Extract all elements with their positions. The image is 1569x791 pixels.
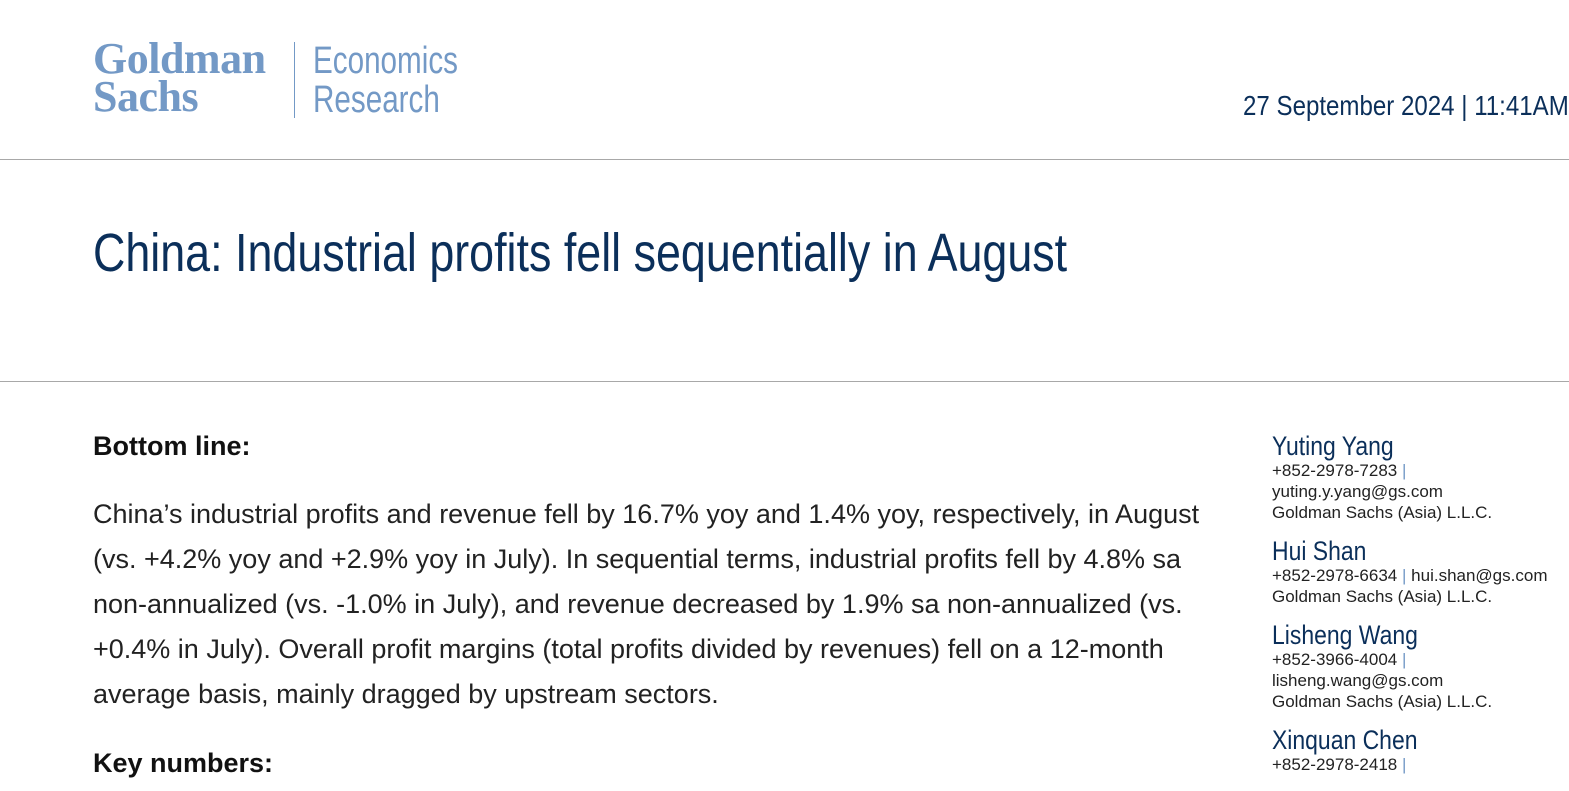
division-line-1: Economics (313, 40, 458, 82)
author-phone: +852-3966-4004 (1272, 650, 1398, 669)
logo-line-2: Sachs (93, 72, 199, 121)
logo-wordmark: Goldman Sachs (93, 34, 266, 121)
author-sidebar: Yuting Yang +852-2978-7283 | yuting.y.ya… (1272, 432, 1569, 789)
author-company: Goldman Sachs (Asia) L.L.C. (1272, 692, 1493, 711)
author-card: Hui Shan +852-2978-6634 | hui.shan@gs.co… (1272, 537, 1569, 607)
author-email[interactable]: hui.shan@gs.com (1411, 566, 1548, 585)
header-divider (0, 159, 1569, 160)
author-name[interactable]: Hui Shan (1272, 536, 1367, 566)
logo-line-1: Goldman (93, 34, 266, 83)
separator: | (1402, 650, 1407, 669)
author-phone: +852-2978-2418 (1272, 755, 1398, 774)
key-numbers-heading: Key numbers: (93, 748, 274, 778)
bottom-line-heading: Bottom line: (93, 431, 251, 461)
bottom-line-paragraph: China’s industrial profits and revenue f… (93, 499, 1200, 709)
author-company: Goldman Sachs (Asia) L.L.C. (1272, 587, 1493, 606)
separator: | (1402, 566, 1407, 585)
logo-divider (294, 42, 295, 118)
author-name[interactable]: Xinquan Chen (1272, 725, 1418, 755)
author-email[interactable]: yuting.y.yang@gs.com (1272, 482, 1443, 501)
author-phone: +852-2978-7283 (1272, 461, 1398, 480)
author-name[interactable]: Lisheng Wang (1272, 620, 1418, 650)
separator: | (1402, 755, 1407, 774)
report-body: Bottom line: China’s industrial profits … (93, 428, 1228, 781)
division-label: Economics Research (313, 42, 458, 120)
separator: | (1402, 461, 1407, 480)
author-phone-line: +852-2978-2418 | (1272, 754, 1569, 775)
author-card: Yuting Yang +852-2978-7283 | yuting.y.ya… (1272, 432, 1569, 523)
author-phone-line: +852-2978-6634 | hui.shan@gs.com (1272, 565, 1569, 586)
author-phone: +852-2978-6634 (1272, 566, 1398, 585)
author-card: Lisheng Wang +852-3966-4004 | lisheng.wa… (1272, 621, 1569, 712)
title-divider (0, 381, 1569, 382)
report-title: China: Industrial profits fell sequentia… (93, 223, 1068, 283)
author-company: Goldman Sachs (Asia) L.L.C. (1272, 503, 1493, 522)
division-line-2: Research (313, 79, 440, 121)
author-card: Xinquan Chen +852-2978-2418 | (1272, 726, 1569, 775)
author-phone-line: +852-3966-4004 | (1272, 649, 1569, 670)
author-name[interactable]: Yuting Yang (1272, 431, 1394, 461)
publication-dateline: 27 September 2024 | 11:41AM (1243, 90, 1569, 121)
author-phone-line: +852-2978-7283 | (1272, 460, 1569, 481)
author-email[interactable]: lisheng.wang@gs.com (1272, 671, 1444, 690)
